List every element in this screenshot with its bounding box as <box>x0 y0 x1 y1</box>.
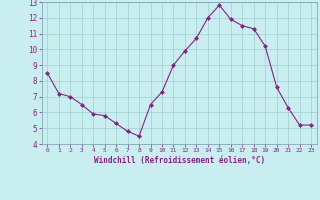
X-axis label: Windchill (Refroidissement éolien,°C): Windchill (Refroidissement éolien,°C) <box>94 156 265 165</box>
